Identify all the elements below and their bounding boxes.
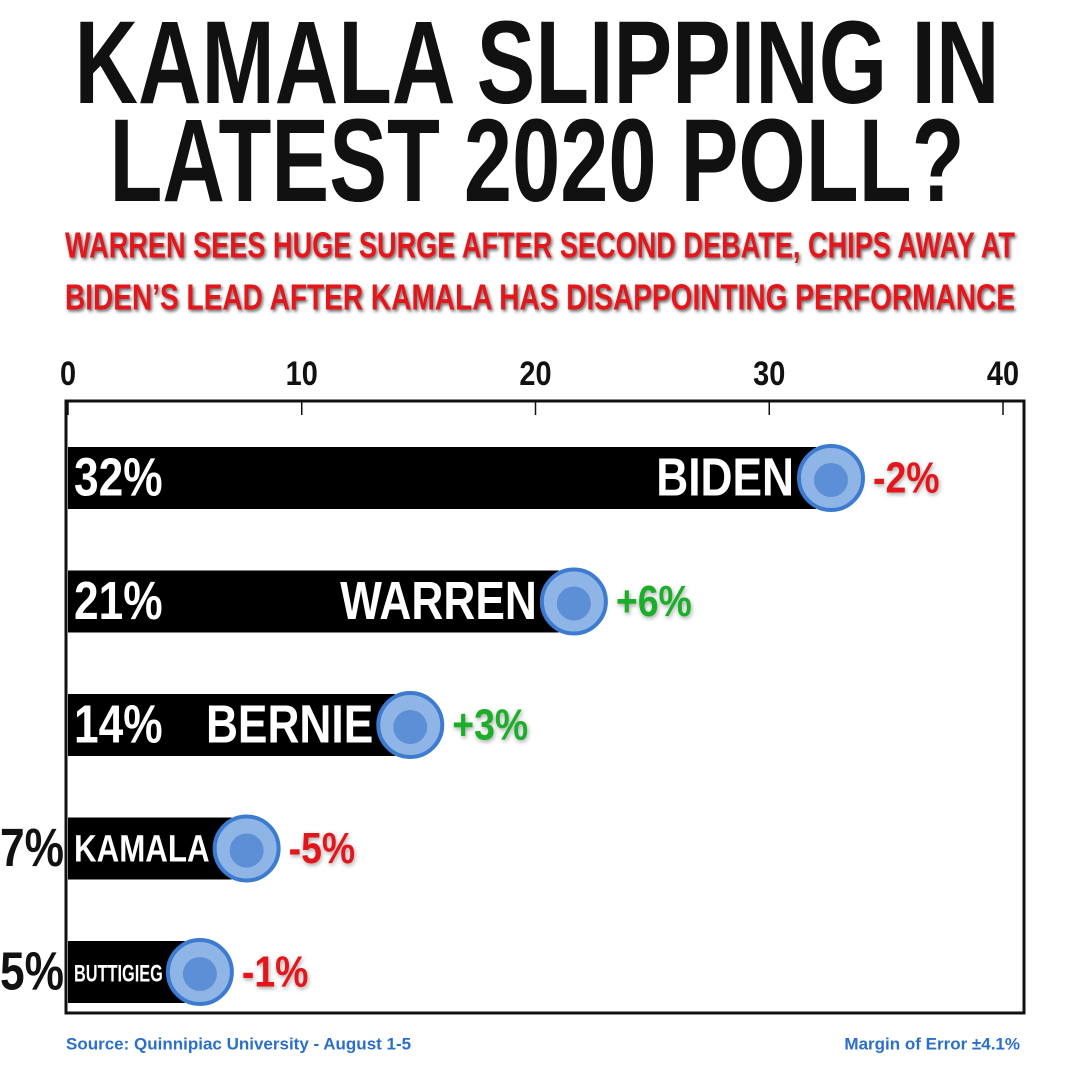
- x-tick-label: 0: [60, 355, 76, 393]
- x-tick-label: 10: [286, 355, 318, 393]
- value-label: 21%: [74, 571, 163, 631]
- plot-frame: [64, 399, 1026, 1015]
- avatar-face: [556, 586, 591, 621]
- value-label: 32%: [74, 447, 163, 507]
- category-label: BERNIE: [206, 694, 373, 754]
- category-label: BUTTIGIEG: [74, 960, 163, 987]
- chart-title: LATEST 2020 POLL?: [110, 95, 965, 227]
- chart-title: KAMALA SLIPPING IN: [75, 0, 1000, 129]
- chart-subtitle: BIDEN’S LEAD AFTER KAMALA HAS DISAPPOINT…: [65, 277, 1015, 318]
- value-label: 14%: [74, 694, 163, 754]
- bar: [68, 694, 396, 756]
- change-label: -1%: [242, 948, 309, 997]
- avatar-face: [229, 833, 264, 868]
- x-tick-label: 20: [519, 355, 551, 393]
- value-label: 7%: [0, 818, 64, 878]
- source-note: Source: Quinnipiac University - August 1…: [66, 1034, 411, 1053]
- avatar-face: [393, 710, 428, 744]
- avatar-face: [182, 957, 217, 991]
- change-label: -5%: [289, 824, 356, 873]
- bar: [68, 447, 816, 509]
- change-label: +6%: [616, 577, 692, 626]
- change-label: -2%: [873, 454, 940, 503]
- margin-note: Margin of Error ±4.1%: [844, 1034, 1020, 1053]
- chart-subtitle: WARREN SEES HUGE SURGE AFTER SECOND DEBA…: [65, 225, 1015, 266]
- value-label: 5%: [0, 941, 64, 1001]
- bar: [68, 570, 559, 633]
- avatar-face: [814, 463, 848, 497]
- category-label: WARREN: [340, 571, 537, 631]
- x-tick-label: 30: [753, 355, 785, 393]
- bar: [68, 941, 185, 1003]
- category-label: BIDEN: [656, 447, 794, 507]
- category-label: KAMALA: [74, 828, 210, 871]
- change-label: +3%: [452, 701, 528, 750]
- x-tick-label: 40: [987, 355, 1019, 393]
- bar: [68, 817, 232, 880]
